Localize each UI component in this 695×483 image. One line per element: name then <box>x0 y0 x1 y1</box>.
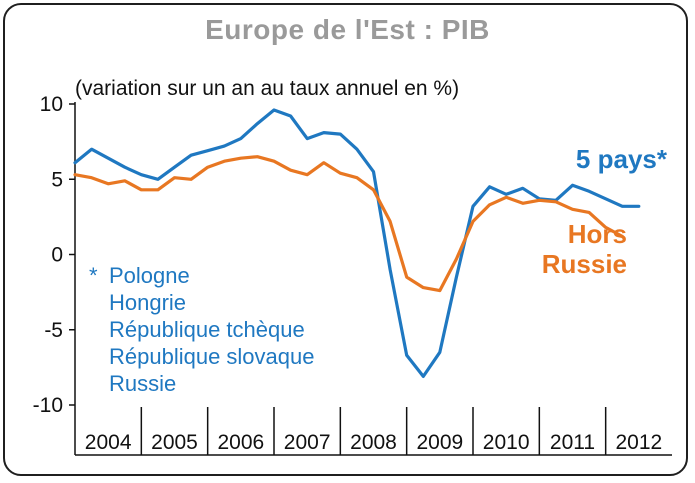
x-tick-label: 2007 <box>284 431 331 454</box>
chart-subtitle: (variation sur un an au taux annuel en %… <box>75 77 460 100</box>
chart-title: Europe de l'Est : PIB <box>205 14 490 45</box>
x-tick-label: 2006 <box>217 431 264 454</box>
annotation-line: République tchèque <box>109 317 305 342</box>
series-line-2 <box>73 155 624 293</box>
y-tick-label: 0 <box>51 244 63 267</box>
annotation-marker: * <box>89 263 98 288</box>
annotation-line: République slovaque <box>109 344 315 369</box>
x-tick-label: 2009 <box>416 431 463 454</box>
annotation-line: Pologne <box>109 263 190 288</box>
x-tick-label: 2005 <box>151 431 198 454</box>
series-label-5-pays: 5 pays* <box>576 144 668 174</box>
series-label-hors-russie: Hors <box>568 219 627 249</box>
series-label-hors-russie: Russie <box>542 249 627 279</box>
x-tick-label: 2004 <box>85 431 132 454</box>
y-tick-label: -5 <box>44 319 63 342</box>
annotation-line: Hongrie <box>109 290 186 315</box>
x-tick-label: 2011 <box>550 431 595 454</box>
x-tick-label: 2012 <box>615 431 662 454</box>
chart-frame <box>3 3 688 476</box>
annotation-line: Russie <box>109 371 176 396</box>
x-tick-label: 2008 <box>350 431 397 454</box>
y-tick-label: -10 <box>33 394 63 417</box>
y-tick-label: 5 <box>51 168 63 191</box>
x-tick-label: 2010 <box>483 431 530 454</box>
y-tick-label: 10 <box>40 93 63 116</box>
